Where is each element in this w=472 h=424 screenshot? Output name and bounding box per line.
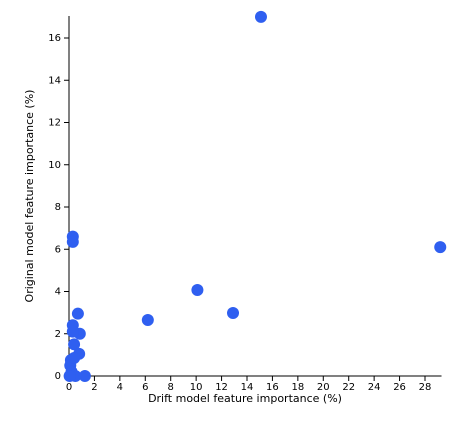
x-tick-label: 2 <box>91 382 97 393</box>
x-tick-label: 24 <box>368 382 381 393</box>
point <box>191 284 204 297</box>
x-tick-label: 8 <box>168 382 174 393</box>
x-tick-label: 14 <box>241 382 254 393</box>
point <box>68 338 81 351</box>
y-tick-label: 16 <box>48 33 61 44</box>
point <box>78 370 91 382</box>
y-tick-label: 10 <box>48 160 61 171</box>
point <box>66 325 79 338</box>
y-tick-label: 6 <box>55 244 61 255</box>
y-tick-label: 14 <box>48 75 61 86</box>
x-tick-label: 20 <box>317 382 330 393</box>
y-tick-label: 8 <box>55 202 61 213</box>
y-tick-label: 4 <box>55 287 61 298</box>
x-tick-label: 12 <box>215 382 228 393</box>
y-tick-label: 12 <box>48 118 61 129</box>
y-axis-label: Original model feature importance (%) <box>23 90 36 303</box>
x-tick-label: 0 <box>66 382 72 393</box>
x-tick-label: 28 <box>419 382 432 393</box>
x-axis-label: Drift model feature importance (%) <box>148 392 342 405</box>
y-tick-label: 2 <box>55 329 61 340</box>
point <box>63 370 76 382</box>
x-tick-label: 22 <box>342 382 355 393</box>
x-tick-label: 10 <box>190 382 203 393</box>
point <box>434 241 447 254</box>
x-tick-label: 26 <box>393 382 406 393</box>
point <box>68 352 81 365</box>
point <box>227 307 240 320</box>
x-tick-label: 6 <box>142 382 148 393</box>
point <box>254 10 267 23</box>
x-tick-label: 18 <box>291 382 304 393</box>
x-tick-label: 4 <box>117 382 123 393</box>
point <box>71 307 84 320</box>
y-tick-label: 0 <box>55 371 61 382</box>
point <box>66 235 79 248</box>
point <box>141 314 154 327</box>
x-tick-label: 16 <box>266 382 279 393</box>
